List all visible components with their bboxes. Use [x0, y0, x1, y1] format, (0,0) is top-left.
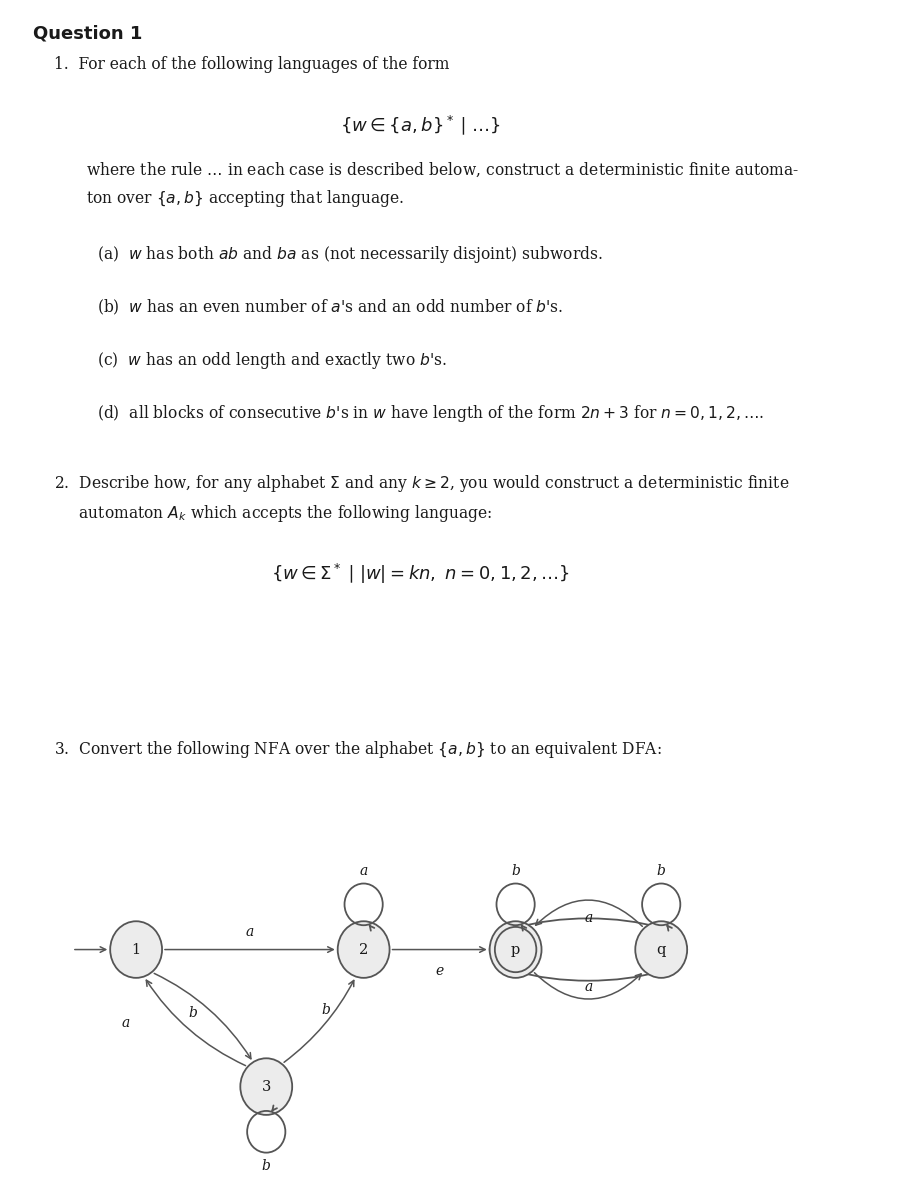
Circle shape — [338, 922, 390, 978]
Text: b: b — [321, 1003, 330, 1018]
Text: 1: 1 — [132, 942, 141, 956]
Text: a: a — [585, 911, 593, 925]
Text: b: b — [511, 864, 520, 877]
Text: (c)  $w$ has an odd length and exactly two $b$'s.: (c) $w$ has an odd length and exactly tw… — [97, 349, 447, 371]
Text: 3: 3 — [262, 1080, 271, 1093]
Text: a: a — [246, 925, 254, 938]
Text: Question 1: Question 1 — [33, 24, 143, 42]
Text: b: b — [657, 864, 665, 877]
Text: (a)  $w$ has both $ab$ and $ba$ as (not necessarily disjoint) subwords.: (a) $w$ has both $ab$ and $ba$ as (not n… — [97, 245, 603, 265]
Text: $\{w \in \Sigma^* \mid |w| = kn,\ n = 0, 1, 2, \ldots\}$: $\{w \in \Sigma^* \mid |w| = kn,\ n = 0,… — [271, 563, 570, 587]
Text: e: e — [436, 965, 444, 978]
Text: 3.  Convert the following NFA over the alphabet $\{a, b\}$ to an equivalent DFA:: 3. Convert the following NFA over the al… — [54, 739, 662, 760]
Text: 2: 2 — [359, 942, 368, 956]
Circle shape — [241, 1058, 292, 1115]
Circle shape — [110, 922, 162, 978]
Circle shape — [635, 922, 687, 978]
Text: $\{w \in \{a,b\}^* \mid \ldots\}$: $\{w \in \{a,b\}^* \mid \ldots\}$ — [340, 114, 501, 137]
Circle shape — [490, 922, 542, 978]
Text: (d)  all blocks of consecutive $b$'s in $w$ have length of the form $2n + 3$ for: (d) all blocks of consecutive $b$'s in $… — [97, 403, 764, 425]
Text: a: a — [121, 1016, 129, 1030]
Text: a: a — [360, 864, 368, 877]
Text: b: b — [262, 1158, 271, 1172]
Text: q: q — [657, 942, 666, 956]
Text: 2.  Describe how, for any alphabet $\Sigma$ and any $k \geq 2$, you would constr: 2. Describe how, for any alphabet $\Sigm… — [54, 473, 790, 524]
Text: where the rule $\ldots$ in each case is described below, construct a determinist: where the rule $\ldots$ in each case is … — [86, 161, 800, 210]
Text: 1.  For each of the following languages of the form: 1. For each of the following languages o… — [54, 56, 449, 73]
Text: b: b — [188, 1006, 197, 1020]
Text: a: a — [585, 980, 593, 995]
Text: p: p — [511, 942, 521, 956]
Text: (b)  $w$ has an even number of $a$'s and an odd number of $b$'s.: (b) $w$ has an even number of $a$'s and … — [97, 298, 564, 317]
